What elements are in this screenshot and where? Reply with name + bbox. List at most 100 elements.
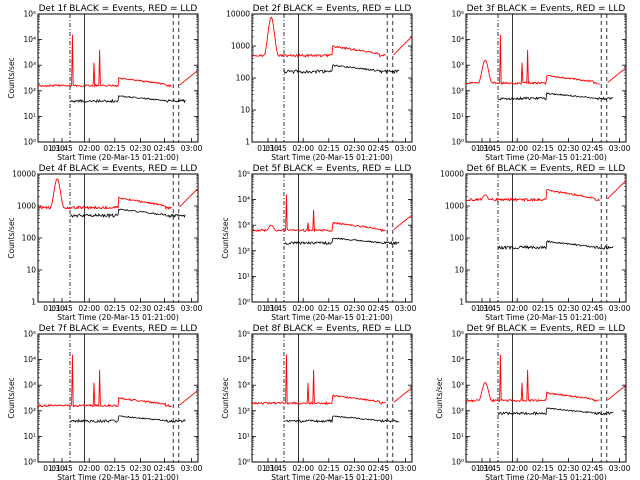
x-tick-label: 02:30 bbox=[558, 464, 580, 473]
y-tick-label: 10⁰ bbox=[237, 298, 250, 307]
x-tick-label: 02:15 bbox=[532, 144, 554, 153]
chart-panel-5: Det 5f BLACK = Events, RED = LLD 10⁰ 10¹ 10… bbox=[221, 164, 417, 322]
series-events-line bbox=[69, 208, 186, 219]
x-tick-label: 02:45 bbox=[368, 464, 390, 473]
y-axis-label: Counts/sec bbox=[7, 377, 16, 418]
y-tick-label: 10² bbox=[451, 406, 464, 415]
series-lld-line bbox=[38, 34, 198, 88]
x-tick-label: 01:30 bbox=[43, 304, 65, 313]
plot-frame bbox=[37, 333, 199, 463]
chart-title: Det 5f BLACK = Events, RED = LLD bbox=[253, 164, 412, 174]
y-tick-label: 10⁴ bbox=[23, 355, 36, 364]
series-lld-line bbox=[38, 178, 198, 211]
chart-title: Det 3f BLACK = Events, RED = LLD bbox=[467, 4, 626, 14]
y-tick-label: 1000 bbox=[17, 202, 36, 211]
chart-panel-3: Det 3f BLACK = Events, RED = LLD 10⁰ 10¹ 10… bbox=[451, 4, 630, 162]
x-tick-label: 02:30 bbox=[344, 144, 366, 153]
x-tick-label: 02:15 bbox=[532, 304, 554, 313]
x-tick-label: 01:30 bbox=[471, 304, 493, 313]
plot-frame bbox=[465, 333, 627, 463]
y-tick-label: 10 bbox=[26, 266, 36, 275]
y-tick-label: 10⁵ bbox=[451, 330, 464, 339]
x-tick-label: 01:45 bbox=[51, 304, 73, 313]
chart-title: Det 4f BLACK = Events, RED = LLD bbox=[39, 164, 198, 174]
y-tick-label: 1 bbox=[31, 298, 36, 307]
x-tick-label: 02:15 bbox=[318, 304, 340, 313]
series-events-line bbox=[283, 415, 400, 424]
y-tick-label: 10000 bbox=[226, 10, 250, 19]
series-events-line bbox=[498, 91, 614, 101]
x-tick-label: 02:00 bbox=[506, 144, 528, 153]
y-tick-label: 10² bbox=[451, 86, 464, 95]
x-tick-label: 02:45 bbox=[582, 144, 604, 153]
y-tick-label: 10² bbox=[23, 86, 36, 95]
y-tick-label: 10³ bbox=[237, 221, 250, 230]
x-tick-label: 01:30 bbox=[257, 144, 279, 153]
x-tick-label: 02:15 bbox=[104, 304, 126, 313]
y-tick-label: 10³ bbox=[451, 381, 464, 390]
x-axis-label: Start Time (20-Mar-15 01:21:00) bbox=[485, 313, 607, 322]
x-tick-label: 02:00 bbox=[292, 464, 314, 473]
chart-title: Det 9f BLACK = Events, RED = LLD bbox=[467, 324, 626, 334]
x-tick-label: 02:30 bbox=[344, 464, 366, 473]
y-tick-label: 10² bbox=[23, 406, 36, 415]
y-tick-label: 10 bbox=[454, 266, 464, 275]
x-tick-label: 02:30 bbox=[130, 304, 152, 313]
y-tick-label: 10³ bbox=[23, 381, 36, 390]
y-tick-label: 10⁰ bbox=[451, 138, 464, 147]
chart-panel-1: Det 1f BLACK = Events, RED = LLD 10⁰ 10¹ 10… bbox=[7, 4, 203, 162]
y-tick-label: 10⁴ bbox=[451, 35, 464, 44]
chart-panel-9: Det 9f BLACK = Events, RED = LLD 10⁰ 10¹ 10… bbox=[435, 324, 631, 480]
series-lld-line bbox=[252, 16, 412, 58]
y-tick-label: 10⁰ bbox=[451, 458, 464, 467]
x-axis-label: Start Time (20-Mar-15 01:21:00) bbox=[57, 153, 179, 162]
x-tick-label: 02:30 bbox=[130, 464, 152, 473]
x-tick-label: 02:45 bbox=[582, 304, 604, 313]
series-events-line bbox=[283, 64, 400, 75]
x-tick-label: 02:00 bbox=[292, 144, 314, 153]
x-tick-label: 01:30 bbox=[257, 464, 279, 473]
x-tick-label: 03:00 bbox=[609, 144, 631, 153]
x-tick-label: 01:45 bbox=[265, 464, 287, 473]
y-tick-label: 10¹ bbox=[451, 112, 464, 121]
y-tick-label: 10⁰ bbox=[237, 458, 250, 467]
x-tick-label: 02:45 bbox=[154, 144, 176, 153]
x-axis-label: Start Time (20-Mar-15 01:21:00) bbox=[271, 313, 393, 322]
y-tick-label: 10⁴ bbox=[237, 355, 250, 364]
x-tick-label: 01:45 bbox=[265, 304, 287, 313]
y-tick-label: 10⁵ bbox=[237, 330, 250, 339]
x-tick-label: 02:15 bbox=[532, 464, 554, 473]
y-tick-label: 10⁵ bbox=[237, 170, 250, 179]
x-tick-label: 03:00 bbox=[181, 304, 203, 313]
y-tick-label: 10⁰ bbox=[23, 138, 36, 147]
x-tick-label: 03:00 bbox=[181, 464, 203, 473]
plot-frame bbox=[251, 173, 413, 303]
y-tick-label: 100 bbox=[236, 74, 251, 83]
x-tick-label: 01:45 bbox=[479, 304, 501, 313]
y-axis-label: Counts/sec bbox=[7, 217, 16, 258]
x-axis-label: Start Time (20-Mar-15 01:21:00) bbox=[57, 473, 179, 480]
x-tick-label: 02:00 bbox=[78, 464, 100, 473]
chart-title: Det 7f BLACK = Events, RED = LLD bbox=[39, 324, 198, 334]
y-tick-label: 10 bbox=[240, 106, 250, 115]
plot-frame bbox=[251, 13, 413, 143]
x-tick-label: 03:00 bbox=[395, 304, 417, 313]
x-tick-label: 02:00 bbox=[506, 464, 528, 473]
series-lld-line bbox=[466, 180, 626, 203]
y-tick-label: 10000 bbox=[12, 170, 36, 179]
x-tick-label: 01:45 bbox=[479, 144, 501, 153]
x-tick-label: 01:45 bbox=[51, 464, 73, 473]
plot-frame bbox=[37, 13, 199, 143]
series-lld-line bbox=[252, 194, 412, 233]
chart-panel-6: Det 6f BLACK = Events, RED = LLD 1 10 100 10… bbox=[440, 164, 630, 322]
plot-frame bbox=[465, 173, 627, 303]
chart-title: Det 1f BLACK = Events, RED = LLD bbox=[39, 4, 198, 14]
chart-panel-4: Det 4f BLACK = Events, RED = LLD 1 10 100 10… bbox=[7, 164, 203, 322]
x-tick-label: 01:45 bbox=[265, 144, 287, 153]
y-tick-label: 10⁴ bbox=[451, 355, 464, 364]
y-tick-label: 1 bbox=[245, 138, 250, 147]
y-tick-label: 10³ bbox=[23, 61, 36, 70]
x-tick-label: 02:00 bbox=[292, 304, 314, 313]
x-tick-label: 02:30 bbox=[558, 144, 580, 153]
